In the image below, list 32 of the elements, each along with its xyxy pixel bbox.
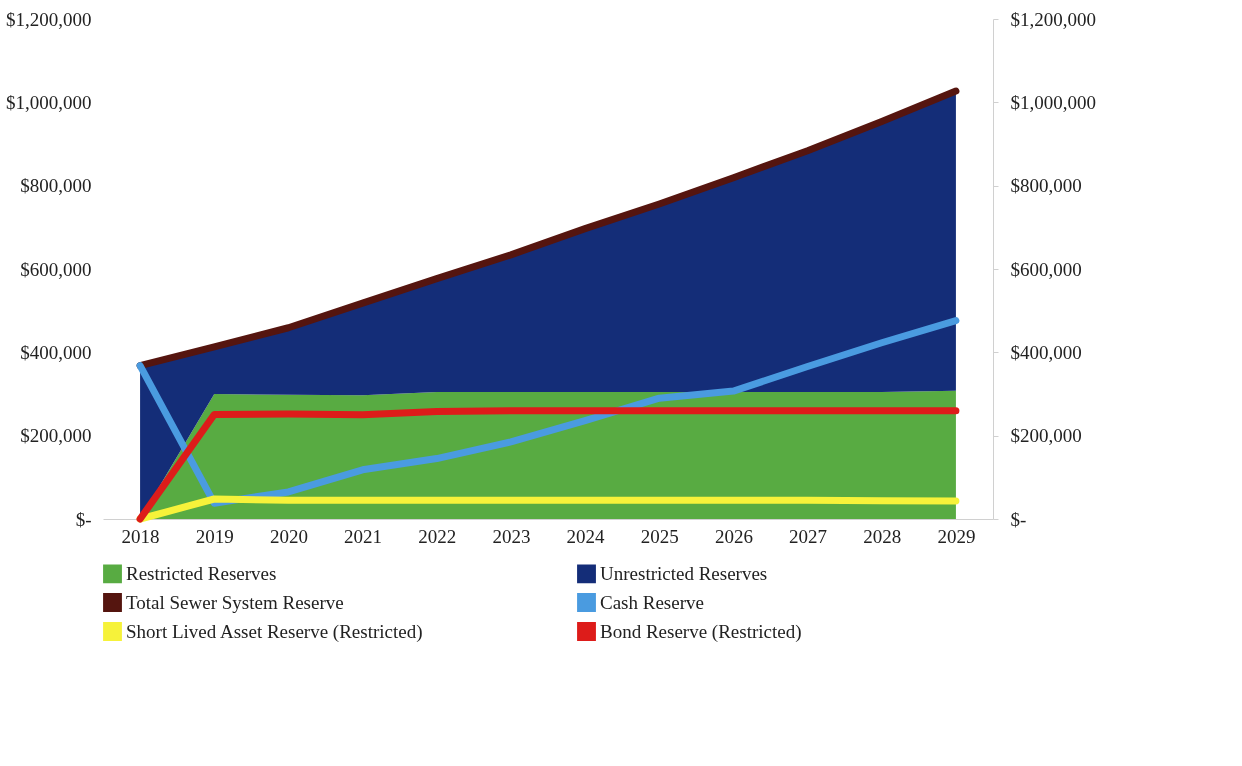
legend-label: Total Sewer System Reserve [126, 591, 344, 613]
legend-label: Bond Reserve (Restricted) [600, 620, 802, 643]
x-tick-label: 2023 [492, 525, 531, 547]
y-tick-label: $1,000,000 [6, 91, 92, 113]
x-tick-label: 2020 [269, 525, 308, 547]
x-tick-label: 2019 [195, 525, 234, 547]
x-tick-label: 2028 [863, 525, 902, 547]
legend-label: Short Lived Asset Reserve (Restricted) [126, 620, 423, 643]
legend-label: Unrestricted Reserves [600, 562, 768, 584]
y-tick-label: $600,000 [20, 258, 92, 280]
legend-label: Restricted Reserves [126, 562, 277, 584]
y-tick-label: $400,000 [20, 341, 92, 363]
y-tick-label: $800,000 [20, 175, 92, 197]
y2-tick-label: $600,000 [1010, 258, 1082, 280]
x-tick-label: 2022 [418, 525, 457, 547]
x-tick-label: 2026 [714, 525, 753, 547]
y-tick-label: $1,200,000 [6, 8, 92, 30]
x-tick-label: 2025 [640, 525, 679, 547]
legend-label: Cash Reserve [600, 591, 704, 613]
y2-tick-label: $- [1010, 508, 1027, 530]
y2-tick-label: $800,000 [1010, 175, 1082, 197]
y2-tick-label: $1,000,000 [1010, 91, 1096, 113]
y-tick-label: $- [75, 508, 92, 530]
y2-tick-label: $1,200,000 [1010, 8, 1096, 30]
x-tick-label: 2018 [121, 525, 160, 547]
x-tick-label: 2027 [789, 525, 828, 547]
x-tick-label: 2021 [344, 525, 383, 547]
y2-tick-label: $400,000 [1010, 341, 1082, 363]
x-tick-label: 2029 [937, 525, 976, 547]
y-tick-label: $200,000 [20, 425, 92, 447]
y2-tick-label: $200,000 [1010, 425, 1082, 447]
x-tick-label: 2024 [566, 525, 606, 547]
